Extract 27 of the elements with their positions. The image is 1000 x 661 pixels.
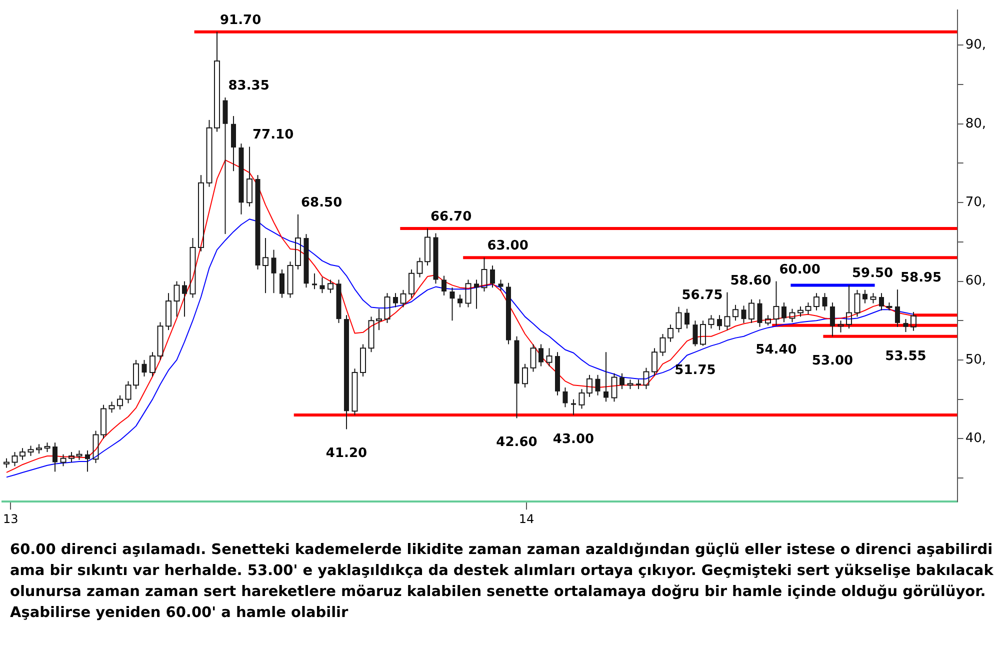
annotation: 53.55 (885, 349, 926, 364)
y-tick-label: 40, (965, 431, 986, 446)
y-tick-label: 60, (965, 274, 986, 289)
annotation: 58.60 (730, 273, 772, 288)
annotation: 53.00 (812, 353, 854, 368)
annotation: 63.00 (487, 238, 528, 254)
text: 60.00 direnci aşılamadı. Senetteki kademelerde likidite zaman zaman azaldığından güçlü eller istese o direnci aşabilirdi ama bir sıkıntı var herhalde. 53.00' e yaklaşıldıkça da destek alımları ortaya çıkıyor. Geçmişteki sert yükselişe bakılacak olunursa zaman zaman sert hareketlere möaruz kalabilen senette ortalamaya doğru bir hamle içinde olduğu görülüyor. Aşabilirse yeniden 60.00' a hamle olabilir (10, 541, 994, 623)
y-tick-label: 50, (965, 352, 986, 368)
annotation: 43.00 (552, 432, 594, 448)
x-tick-label: 14 (518, 512, 534, 526)
annotation: 42.60 (496, 435, 538, 450)
y-tick-label: 70, (965, 194, 986, 210)
annotation: 41.20 (326, 446, 368, 462)
annotation: 66.70 (430, 210, 472, 225)
annotation: 60.00 (779, 262, 820, 278)
annotation: 91.70 (220, 12, 262, 28)
annotation: 77.10 (252, 128, 294, 143)
annotation: 68.50 (300, 195, 342, 210)
annotation: 58.95 (900, 270, 942, 286)
annotation: 59.50 (852, 266, 894, 282)
x-tick-label: 13 (2, 512, 18, 526)
annotation: 54.40 (756, 342, 797, 358)
annotation: 56.75 (682, 288, 723, 303)
y-tick-label: 90, (965, 38, 986, 53)
annotation: 83.35 (228, 78, 270, 94)
y-tick-label: 80, (965, 116, 986, 132)
annotation: 51.75 (674, 363, 716, 378)
